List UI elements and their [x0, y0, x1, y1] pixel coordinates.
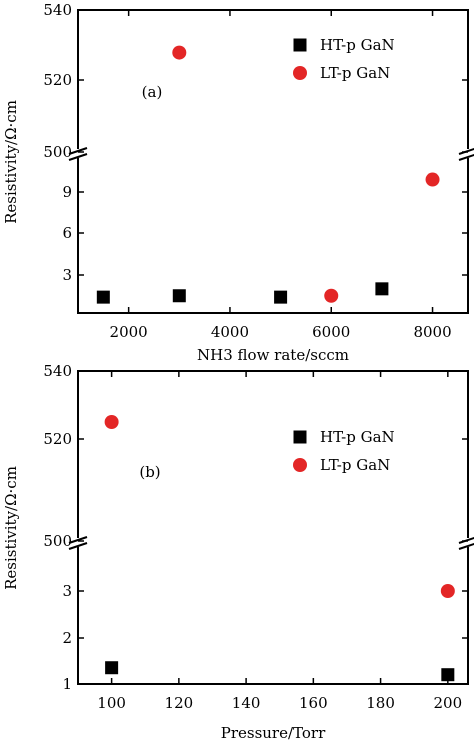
x-tick-label: 100: [97, 694, 126, 712]
data-point-ht-p-gan: [274, 290, 288, 304]
x-tick-label: 8000: [413, 323, 451, 341]
y-tick-label: 540: [43, 1, 72, 19]
axis-break-gap: [69, 149, 87, 158]
plot-frame: [77, 370, 469, 685]
y-tick-label: 540: [43, 362, 72, 380]
chart-panel-a: 540 520 500 9 6 3 2000 4000 6000 8000 NH3 flow rat…: [2, 1, 474, 364]
data-point-lt-p-gan: [324, 288, 339, 303]
data-point-lt-p-gan: [104, 415, 119, 429]
axis-break-gap: [459, 538, 474, 547]
legend-label: HT-p GaN: [320, 428, 395, 446]
panel-label: (a): [142, 83, 163, 101]
data-point-ht-p-gan: [375, 282, 389, 296]
y-axis-label: Resistivity/Ω·cm: [2, 100, 20, 224]
x-tick-label: 6000: [312, 323, 350, 341]
x-axis-label: NH3 flow rate/sccm: [197, 346, 349, 364]
chart-panel-b: 540 520 500 3 2 1 100 120 140 160 180 200 Pressure/T…: [2, 362, 474, 742]
data-point-ht-p-gan: [96, 290, 110, 304]
y-tick-label: 520: [43, 71, 72, 89]
y-tick-label: 6: [62, 224, 72, 242]
legend-marker-square: [293, 430, 307, 444]
legend-label: LT-p GaN: [320, 456, 390, 474]
x-tick-label: 180: [366, 694, 395, 712]
y-tick-label: 2: [62, 629, 72, 647]
y-tick-label: 500: [43, 143, 72, 161]
y-tick-label: 3: [62, 582, 72, 600]
axis-break-mark: [68, 153, 88, 161]
data-point-lt-p-gan: [172, 45, 187, 60]
x-tick-label: 200: [434, 694, 463, 712]
legend-marker-circle: [293, 66, 307, 80]
y-tick-label: 1: [62, 675, 72, 693]
y-tick-label: 9: [62, 183, 72, 201]
y-tick-label: 520: [43, 430, 72, 448]
x-tick-label: 160: [299, 694, 328, 712]
axis-break-mark: [458, 536, 474, 544]
x-tick-label: 120: [165, 694, 194, 712]
panel-label: (b): [139, 463, 160, 481]
legend-marker-circle: [293, 458, 307, 472]
data-point-ht-p-gan: [172, 289, 186, 303]
y-axis-label: Resistivity/Ω·cm: [2, 466, 20, 590]
axis-break-mark: [458, 147, 474, 155]
y-tick-label: 500: [43, 532, 72, 550]
axis-break-mark: [458, 542, 474, 550]
legend-label: LT-p GaN: [320, 64, 390, 82]
x-axis-label: Pressure/Torr: [221, 724, 326, 742]
data-point-lt-p-gan: [440, 584, 455, 598]
data-point-ht-p-gan: [105, 661, 119, 675]
axis-break-mark: [458, 153, 474, 161]
axis-break-gap: [69, 538, 87, 547]
y-tick-label: 3: [62, 266, 72, 284]
axis-break-mark: [68, 536, 88, 544]
plot-frame: [77, 9, 469, 314]
axis-break-gap: [459, 149, 474, 158]
data-point-ht-p-gan: [441, 668, 455, 682]
legend-label: HT-p GaN: [320, 36, 395, 54]
legend-marker-square: [293, 38, 307, 52]
axis-break-mark: [68, 147, 88, 155]
x-tick-label: 140: [232, 694, 261, 712]
data-point-lt-p-gan: [425, 172, 440, 187]
x-tick-label: 4000: [211, 323, 249, 341]
axis-break-mark: [68, 542, 88, 550]
x-tick-label: 2000: [110, 323, 148, 341]
